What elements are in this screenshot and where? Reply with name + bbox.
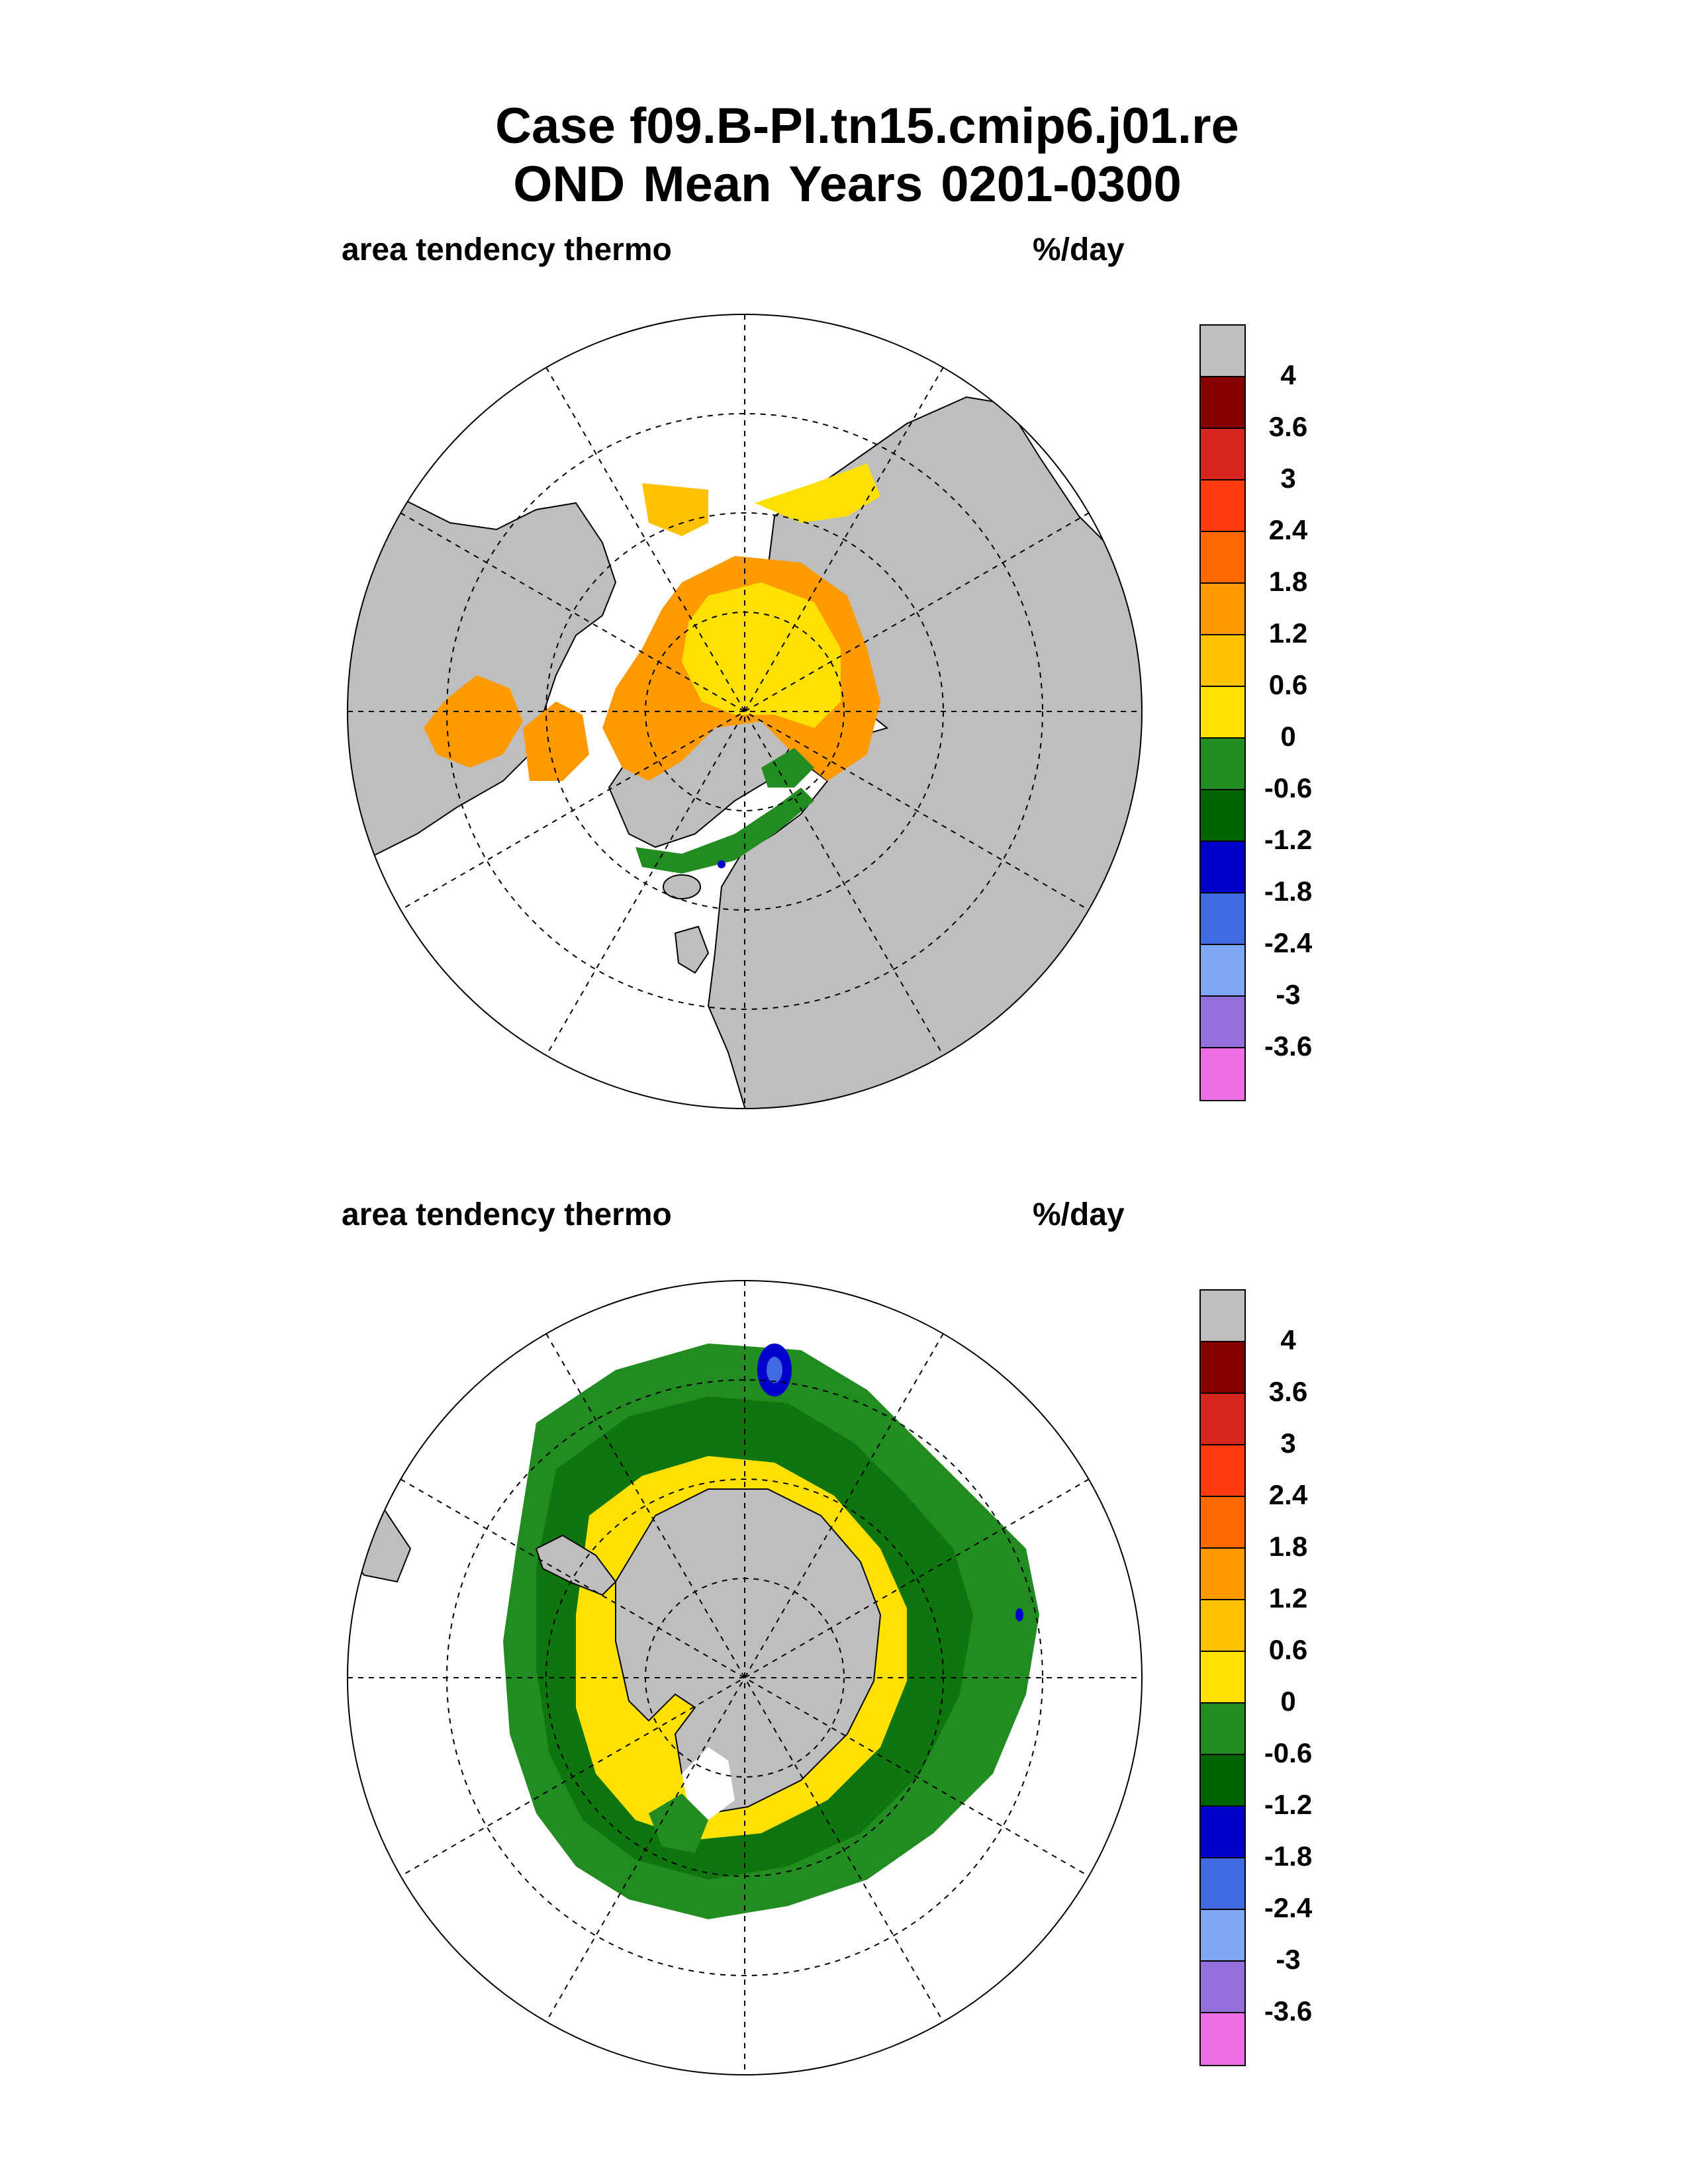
north-colorbar-box: [1201, 739, 1244, 790]
british-isles-landmass: [674, 925, 710, 974]
north-colorbar-tick-label: -2.4: [1264, 927, 1313, 958]
north-colorbar: [1199, 324, 1246, 1101]
south-colorbar-box: [1201, 1755, 1244, 1807]
north-polar-map: [347, 314, 1143, 1109]
south-colorbar-box: [1201, 1652, 1244, 1704]
north-colorbar-tick-label: 3.6: [1268, 411, 1308, 442]
north-colorbar-tick-label: 0: [1280, 721, 1296, 752]
north-colorbar-box: [1201, 377, 1244, 429]
north-colorbar-tick-label: -0.6: [1264, 772, 1313, 803]
north-colorbar-tick-label: -1.2: [1264, 824, 1313, 855]
panel1-units-label: %/day: [1033, 232, 1125, 267]
arctic-ice-tendency-core: [682, 582, 841, 728]
panel2-variable-label: area tendency thermo: [342, 1197, 672, 1232]
north-map-border: [347, 314, 1143, 1109]
south-blue-dot-east: [1015, 1608, 1023, 1621]
north-colorbar-box: [1201, 945, 1244, 997]
south-colorbar-box: [1201, 1910, 1244, 1962]
bering-tendency: [755, 463, 880, 523]
north-colorbar-box: [1201, 997, 1244, 1048]
south-colorbar-tick-label: -1.2: [1264, 1789, 1313, 1820]
north-colorbar-tick-label: -3: [1276, 979, 1301, 1010]
south-colorbar-box: [1201, 1549, 1244, 1600]
barents-negative-tendency: [761, 748, 814, 788]
north-colorbar-tick-label: 2.4: [1268, 514, 1308, 545]
north-colorbar-box: [1201, 532, 1244, 584]
iceland-landmass: [663, 874, 701, 899]
north-graticule: [348, 314, 1142, 1109]
north-colorbar-box: [1201, 326, 1244, 377]
south-colorbar-tick-label: -0.6: [1264, 1737, 1313, 1768]
north-colorbar-tick-label: 4: [1280, 359, 1296, 390]
north-colorbar-box: [1201, 429, 1244, 480]
south-colorbar-tick-label: 1.8: [1268, 1531, 1308, 1562]
south-colorbar-box: [1201, 1858, 1244, 1910]
chukchi-tendency: [642, 483, 708, 536]
plot-title-line1: Case f09.B-PI.tn15.cmip6.j01.re: [495, 98, 1239, 154]
panel2-units-label: %/day: [1033, 1197, 1125, 1232]
ross-ice-shelf: [682, 1747, 735, 1820]
south-colorbar: [1199, 1289, 1246, 2066]
baffin-tendency: [523, 702, 589, 781]
south-colorbar-tick-label: 3.6: [1268, 1376, 1308, 1407]
south-colorbar-box: [1201, 1342, 1244, 1394]
north-colorbar-tick-label: 1.2: [1268, 617, 1308, 649]
south-graticule: [348, 1281, 1142, 2075]
south-colorbar-tick-label: 3: [1280, 1428, 1296, 1459]
south-colorbar-box: [1201, 2013, 1244, 2065]
north-colorbar-box: [1201, 790, 1244, 842]
north-colorbar-tick-label: 0.6: [1268, 669, 1308, 700]
north-colorbar-tick-label: -3.6: [1264, 1030, 1313, 1062]
south-colorbar-tick-label: 4: [1280, 1324, 1296, 1355]
weddell-green-tongue: [649, 1794, 708, 1853]
south-colorbar-tick-label: -1.8: [1264, 1841, 1313, 1872]
north-colorbar-box: [1201, 1048, 1244, 1100]
antarctica-landmass: [615, 1488, 882, 1815]
south-colorbar-tick-label: 1.2: [1268, 1582, 1308, 1614]
north-colorbar-tick-label: 1.8: [1268, 566, 1308, 597]
north-colorbar-box: [1201, 480, 1244, 532]
south-colorbar-tick-label: 0.6: [1268, 1634, 1308, 1665]
greenland-sea-blue-spot: [718, 860, 726, 868]
south-colorbar-box: [1201, 1497, 1244, 1549]
south-colorbar-box: [1201, 1807, 1244, 1858]
south-colorbar-tick-label: 0: [1280, 1686, 1296, 1717]
greenland-sea-negative-tendency: [635, 788, 814, 874]
south-colorbar-tick-label: 2.4: [1268, 1479, 1308, 1510]
south-colorbar-box: [1201, 1704, 1244, 1755]
south-blue-spot-core: [767, 1357, 782, 1383]
north-america-landmass: [348, 462, 617, 875]
north-colorbar-box: [1201, 635, 1244, 687]
south-colorbar-tick-label: -3: [1276, 1944, 1301, 1975]
north-colorbar-box: [1201, 842, 1244, 893]
south-colorbar-box: [1201, 1962, 1244, 2013]
north-colorbar-tick-label: 3: [1280, 463, 1296, 494]
panel1-variable-label: area tendency thermo: [342, 232, 672, 267]
north-colorbar-box: [1201, 893, 1244, 945]
south-colorbar-box: [1201, 1291, 1244, 1342]
plot-title-line2: OND Mean Years 0201-0300: [513, 156, 1182, 212]
antarctic-peninsula: [535, 1534, 617, 1596]
south-map-border: [347, 1280, 1143, 2075]
south-colorbar-tick-label: -2.4: [1264, 1892, 1313, 1923]
north-colorbar-box: [1201, 687, 1244, 739]
north-colorbar-box: [1201, 584, 1244, 635]
south-colorbar-box: [1201, 1394, 1244, 1445]
south-polar-map: [347, 1280, 1143, 2075]
south-colorbar-box: [1201, 1445, 1244, 1497]
north-colorbar-tick-label: -1.8: [1264, 876, 1313, 907]
south-colorbar-tick-label: -3.6: [1264, 1995, 1313, 2026]
south-colorbar-box: [1201, 1600, 1244, 1652]
